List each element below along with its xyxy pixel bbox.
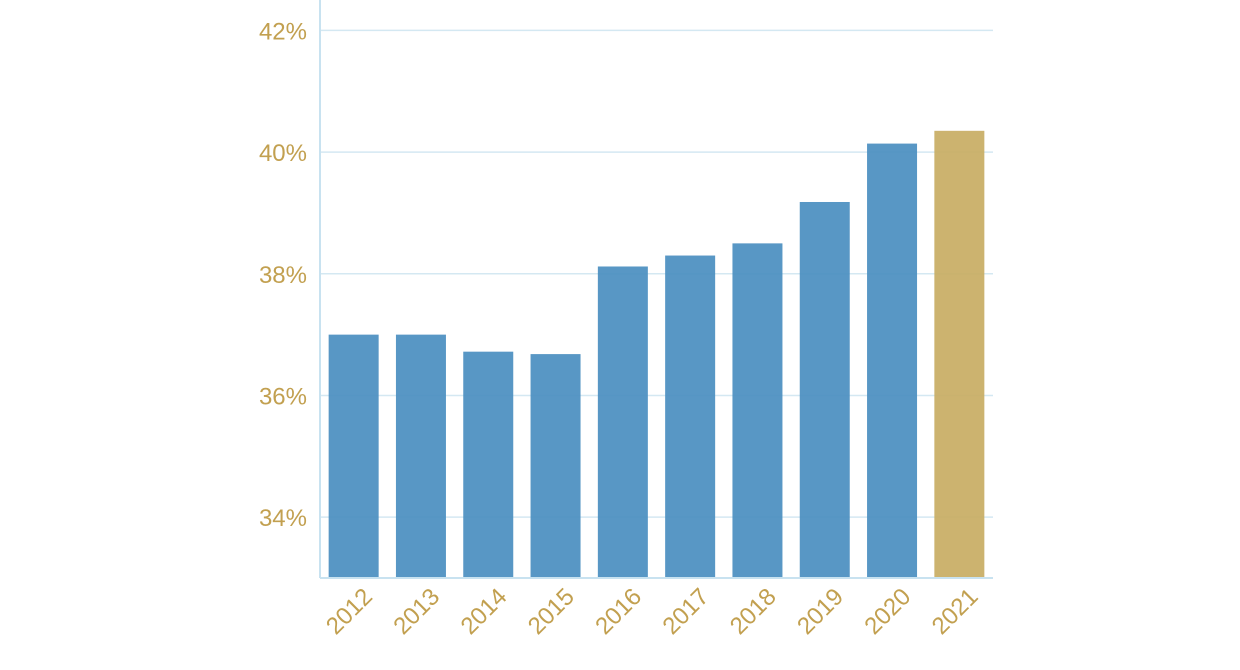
x-tick-labels: 2012 2013 2014 2015 2016 2017 2018 2019 2020 2021 — [321, 583, 984, 640]
x-tick-label: 2020 — [859, 583, 916, 640]
y-tick-label: 40% — [259, 140, 307, 167]
bar-2017 — [665, 255, 716, 578]
y-tick-label: 38% — [259, 262, 307, 289]
x-tick-label: 2015 — [523, 583, 580, 640]
bar-2019 — [799, 201, 850, 578]
bar-2014 — [463, 351, 514, 578]
bar-2020 — [867, 143, 918, 578]
x-tick-label: 2017 — [658, 583, 715, 640]
bar-2018 — [732, 243, 783, 579]
bar-2021 — [934, 130, 985, 578]
bar-2012 — [328, 334, 379, 578]
bars-layer — [328, 130, 985, 579]
x-tick-label: 2016 — [590, 583, 647, 640]
y-tick-label: 42% — [259, 18, 307, 45]
x-tick-label: 2014 — [456, 583, 513, 640]
bar-2013 — [395, 334, 446, 578]
x-tick-label: 2018 — [725, 583, 782, 640]
x-tick-label: 2021 — [927, 583, 984, 640]
axis-layer — [319, 0, 993, 579]
x-tick-label: 2019 — [792, 583, 849, 640]
y-tick-labels: 34% 36% 38% 40% 42% — [259, 18, 307, 532]
bar-2016 — [597, 266, 648, 578]
bar-2015 — [530, 354, 581, 578]
y-tick-label: 36% — [259, 383, 307, 410]
x-tick-label: 2012 — [321, 583, 378, 640]
x-tick-label: 2013 — [388, 583, 445, 640]
y-tick-label: 34% — [259, 505, 307, 532]
